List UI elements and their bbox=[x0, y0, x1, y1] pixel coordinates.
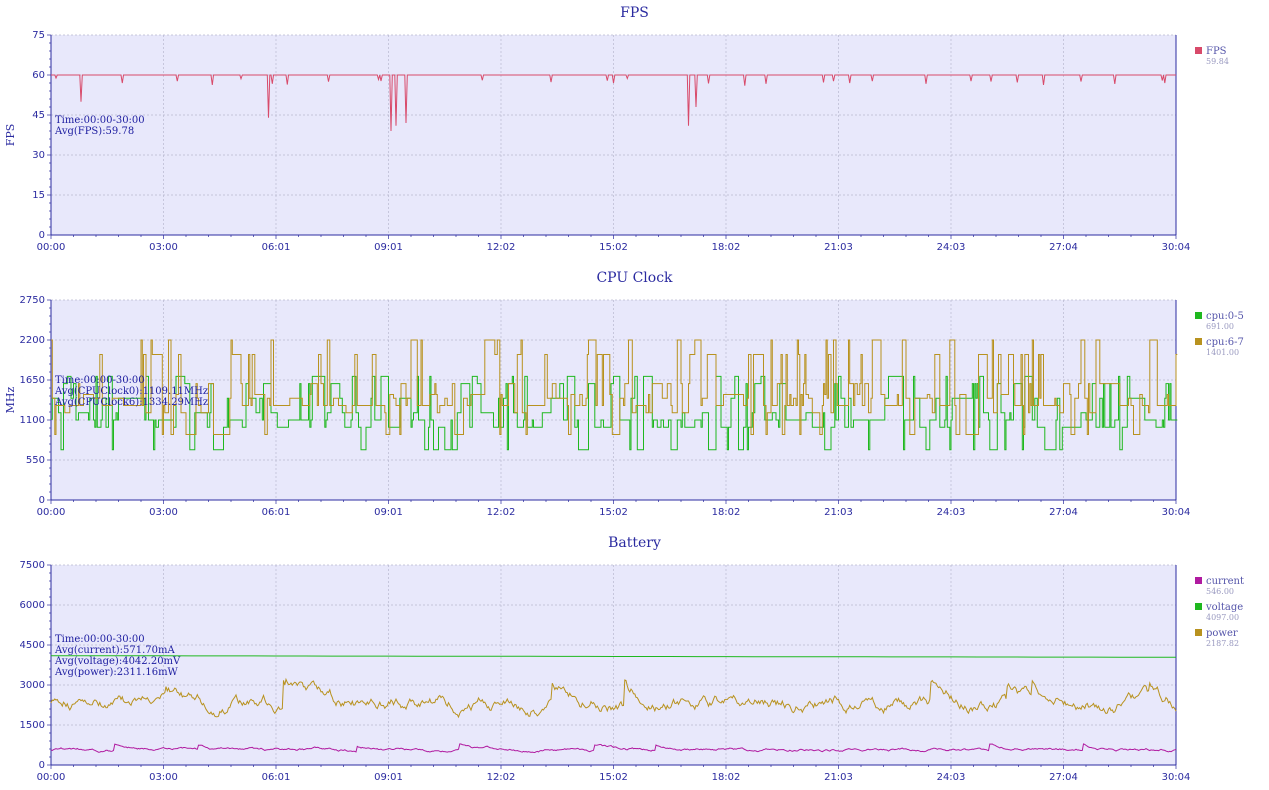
x-tick-label: 24:03 bbox=[937, 507, 966, 518]
x-tick-label: 27:04 bbox=[1049, 242, 1078, 253]
stats-annotation: Time:00:00-30:00 bbox=[55, 634, 145, 645]
legend-label: cpu:6-7 bbox=[1206, 337, 1244, 348]
cpu-clock-chart: 00:00 03:00 06:01 09:01 12:02 15:02 18:02 21:03… bbox=[4, 295, 1244, 518]
fps-panel: FPS 00:00 03:00 06:01 09:01 12:02 15:02 18:02 2… bbox=[0, 0, 1269, 265]
stats-annotation: Avg(CPUClock6):1334.29MHz bbox=[54, 397, 208, 408]
x-tick-label: 06:01 bbox=[262, 242, 291, 253]
chart-title: Battery bbox=[608, 535, 661, 551]
x-tick-label: 06:01 bbox=[262, 772, 291, 783]
x-tick-label: 06:01 bbox=[262, 507, 291, 518]
legend-swatch bbox=[1195, 577, 1202, 584]
stats-annotation: Avg(power):2311.16mW bbox=[54, 667, 179, 678]
y-axis-label: MHz bbox=[4, 386, 17, 413]
y-tick-label: 15 bbox=[32, 190, 45, 201]
x-tick-label: 00:00 bbox=[37, 242, 66, 253]
y-tick-label: 550 bbox=[26, 455, 45, 466]
series-line-current bbox=[50, 743, 1177, 754]
x-tick-label: 18:02 bbox=[712, 507, 741, 518]
x-tick-label: 24:03 bbox=[937, 242, 966, 253]
legend-label: FPS bbox=[1206, 46, 1227, 57]
legend-label: current bbox=[1206, 576, 1244, 587]
x-tick-label: 21:03 bbox=[824, 242, 853, 253]
x-tick-label: 24:03 bbox=[937, 772, 966, 783]
y-tick-label: 30 bbox=[32, 150, 45, 161]
x-tick-label: 12:02 bbox=[487, 507, 516, 518]
chart-title: FPS bbox=[620, 5, 649, 21]
legend-label: power bbox=[1206, 628, 1238, 639]
y-axis-label: FPS bbox=[4, 124, 17, 147]
legend-value: 1401.00 bbox=[1206, 348, 1239, 357]
x-tick-label: 27:04 bbox=[1049, 772, 1078, 783]
x-tick-label: 12:02 bbox=[487, 772, 516, 783]
legend-label: voltage bbox=[1205, 602, 1243, 613]
cpu-clock-panel: CPU Clock 00:00 03:00 06:01 09:01 12:02 15:02… bbox=[0, 265, 1269, 530]
y-tick-label: 6000 bbox=[20, 600, 45, 611]
x-tick-label: 30:04 bbox=[1162, 507, 1191, 518]
x-tick-label: 15:02 bbox=[599, 772, 628, 783]
y-tick-label: 0 bbox=[39, 230, 45, 241]
x-tick-label: 03:00 bbox=[149, 507, 178, 518]
legend-value: 691.00 bbox=[1206, 322, 1234, 331]
x-tick-label: 21:03 bbox=[824, 507, 853, 518]
stats-annotation: Avg(voltage):4042.20mV bbox=[54, 656, 181, 667]
legend-value: 546.00 bbox=[1206, 587, 1234, 596]
x-tick-label: 30:04 bbox=[1162, 772, 1191, 783]
y-tick-label: 60 bbox=[32, 70, 45, 81]
x-tick-label: 27:04 bbox=[1049, 507, 1078, 518]
legend-value: 4097.00 bbox=[1206, 613, 1239, 622]
x-tick-label: 21:03 bbox=[824, 772, 853, 783]
y-tick-label: 0 bbox=[39, 760, 45, 771]
y-tick-label: 75 bbox=[32, 30, 45, 41]
series-line-voltage bbox=[51, 655, 1177, 658]
y-tick-label: 2200 bbox=[20, 335, 45, 346]
stats-annotation: Time:00:00-30:00 bbox=[55, 375, 145, 386]
x-tick-label: 00:00 bbox=[37, 507, 66, 518]
x-tick-label: 00:00 bbox=[37, 772, 66, 783]
legend-swatch bbox=[1195, 603, 1202, 610]
legend-value: 59.84 bbox=[1206, 57, 1229, 66]
stats-annotation: Avg(current):571.70mA bbox=[54, 645, 175, 656]
stats-annotation: Avg(CPUClock0):1109.11MHz bbox=[54, 386, 208, 397]
x-tick-label: 18:02 bbox=[712, 772, 741, 783]
x-tick-label: 30:04 bbox=[1162, 242, 1191, 253]
chart-title: CPU Clock bbox=[596, 270, 673, 286]
legend-label: cpu:0-5 bbox=[1206, 311, 1244, 322]
battery-panel: Battery 00:00 03:00 06:01 09:01 12:02 15:02 18… bbox=[0, 530, 1269, 790]
legend-swatch bbox=[1195, 47, 1202, 54]
y-tick-label: 7500 bbox=[20, 560, 45, 571]
x-tick-label: 15:02 bbox=[599, 242, 628, 253]
y-tick-label: 3000 bbox=[20, 680, 45, 691]
legend-swatch bbox=[1195, 338, 1202, 345]
x-tick-label: 18:02 bbox=[712, 242, 741, 253]
series-line-power bbox=[50, 677, 1177, 719]
fps-chart: 00:00 03:00 06:01 09:01 12:02 15:02 18:02 21:03… bbox=[4, 30, 1229, 253]
y-tick-label: 45 bbox=[32, 110, 45, 121]
y-tick-label: 1100 bbox=[20, 415, 45, 426]
y-tick-label: 0 bbox=[39, 495, 45, 506]
x-tick-label: 03:00 bbox=[149, 242, 178, 253]
legend-swatch bbox=[1195, 312, 1202, 319]
x-tick-label: 09:01 bbox=[374, 242, 403, 253]
x-tick-label: 03:00 bbox=[149, 772, 178, 783]
series-line-cpu-0-5 bbox=[51, 375, 1178, 451]
x-tick-label: 09:01 bbox=[374, 772, 403, 783]
x-tick-label: 09:01 bbox=[374, 507, 403, 518]
legend-swatch bbox=[1195, 629, 1202, 636]
y-tick-label: 1650 bbox=[20, 375, 45, 386]
x-tick-label: 12:02 bbox=[487, 242, 516, 253]
x-tick-label: 15:02 bbox=[599, 507, 628, 518]
series-line-cpu-6-7 bbox=[51, 339, 1178, 435]
battery-chart: 00:00 03:00 06:01 09:01 12:02 15:02 18:02 21:03… bbox=[20, 560, 1244, 783]
y-tick-label: 1500 bbox=[20, 720, 45, 731]
legend-value: 2187.82 bbox=[1206, 639, 1239, 648]
y-tick-label: 4500 bbox=[20, 640, 45, 651]
y-tick-label: 2750 bbox=[20, 295, 45, 306]
series-line-FPS bbox=[51, 74, 1176, 132]
stats-annotation: Avg(FPS):59.78 bbox=[54, 126, 134, 137]
stats-annotation: Time:00:00-30:00 bbox=[55, 115, 145, 126]
